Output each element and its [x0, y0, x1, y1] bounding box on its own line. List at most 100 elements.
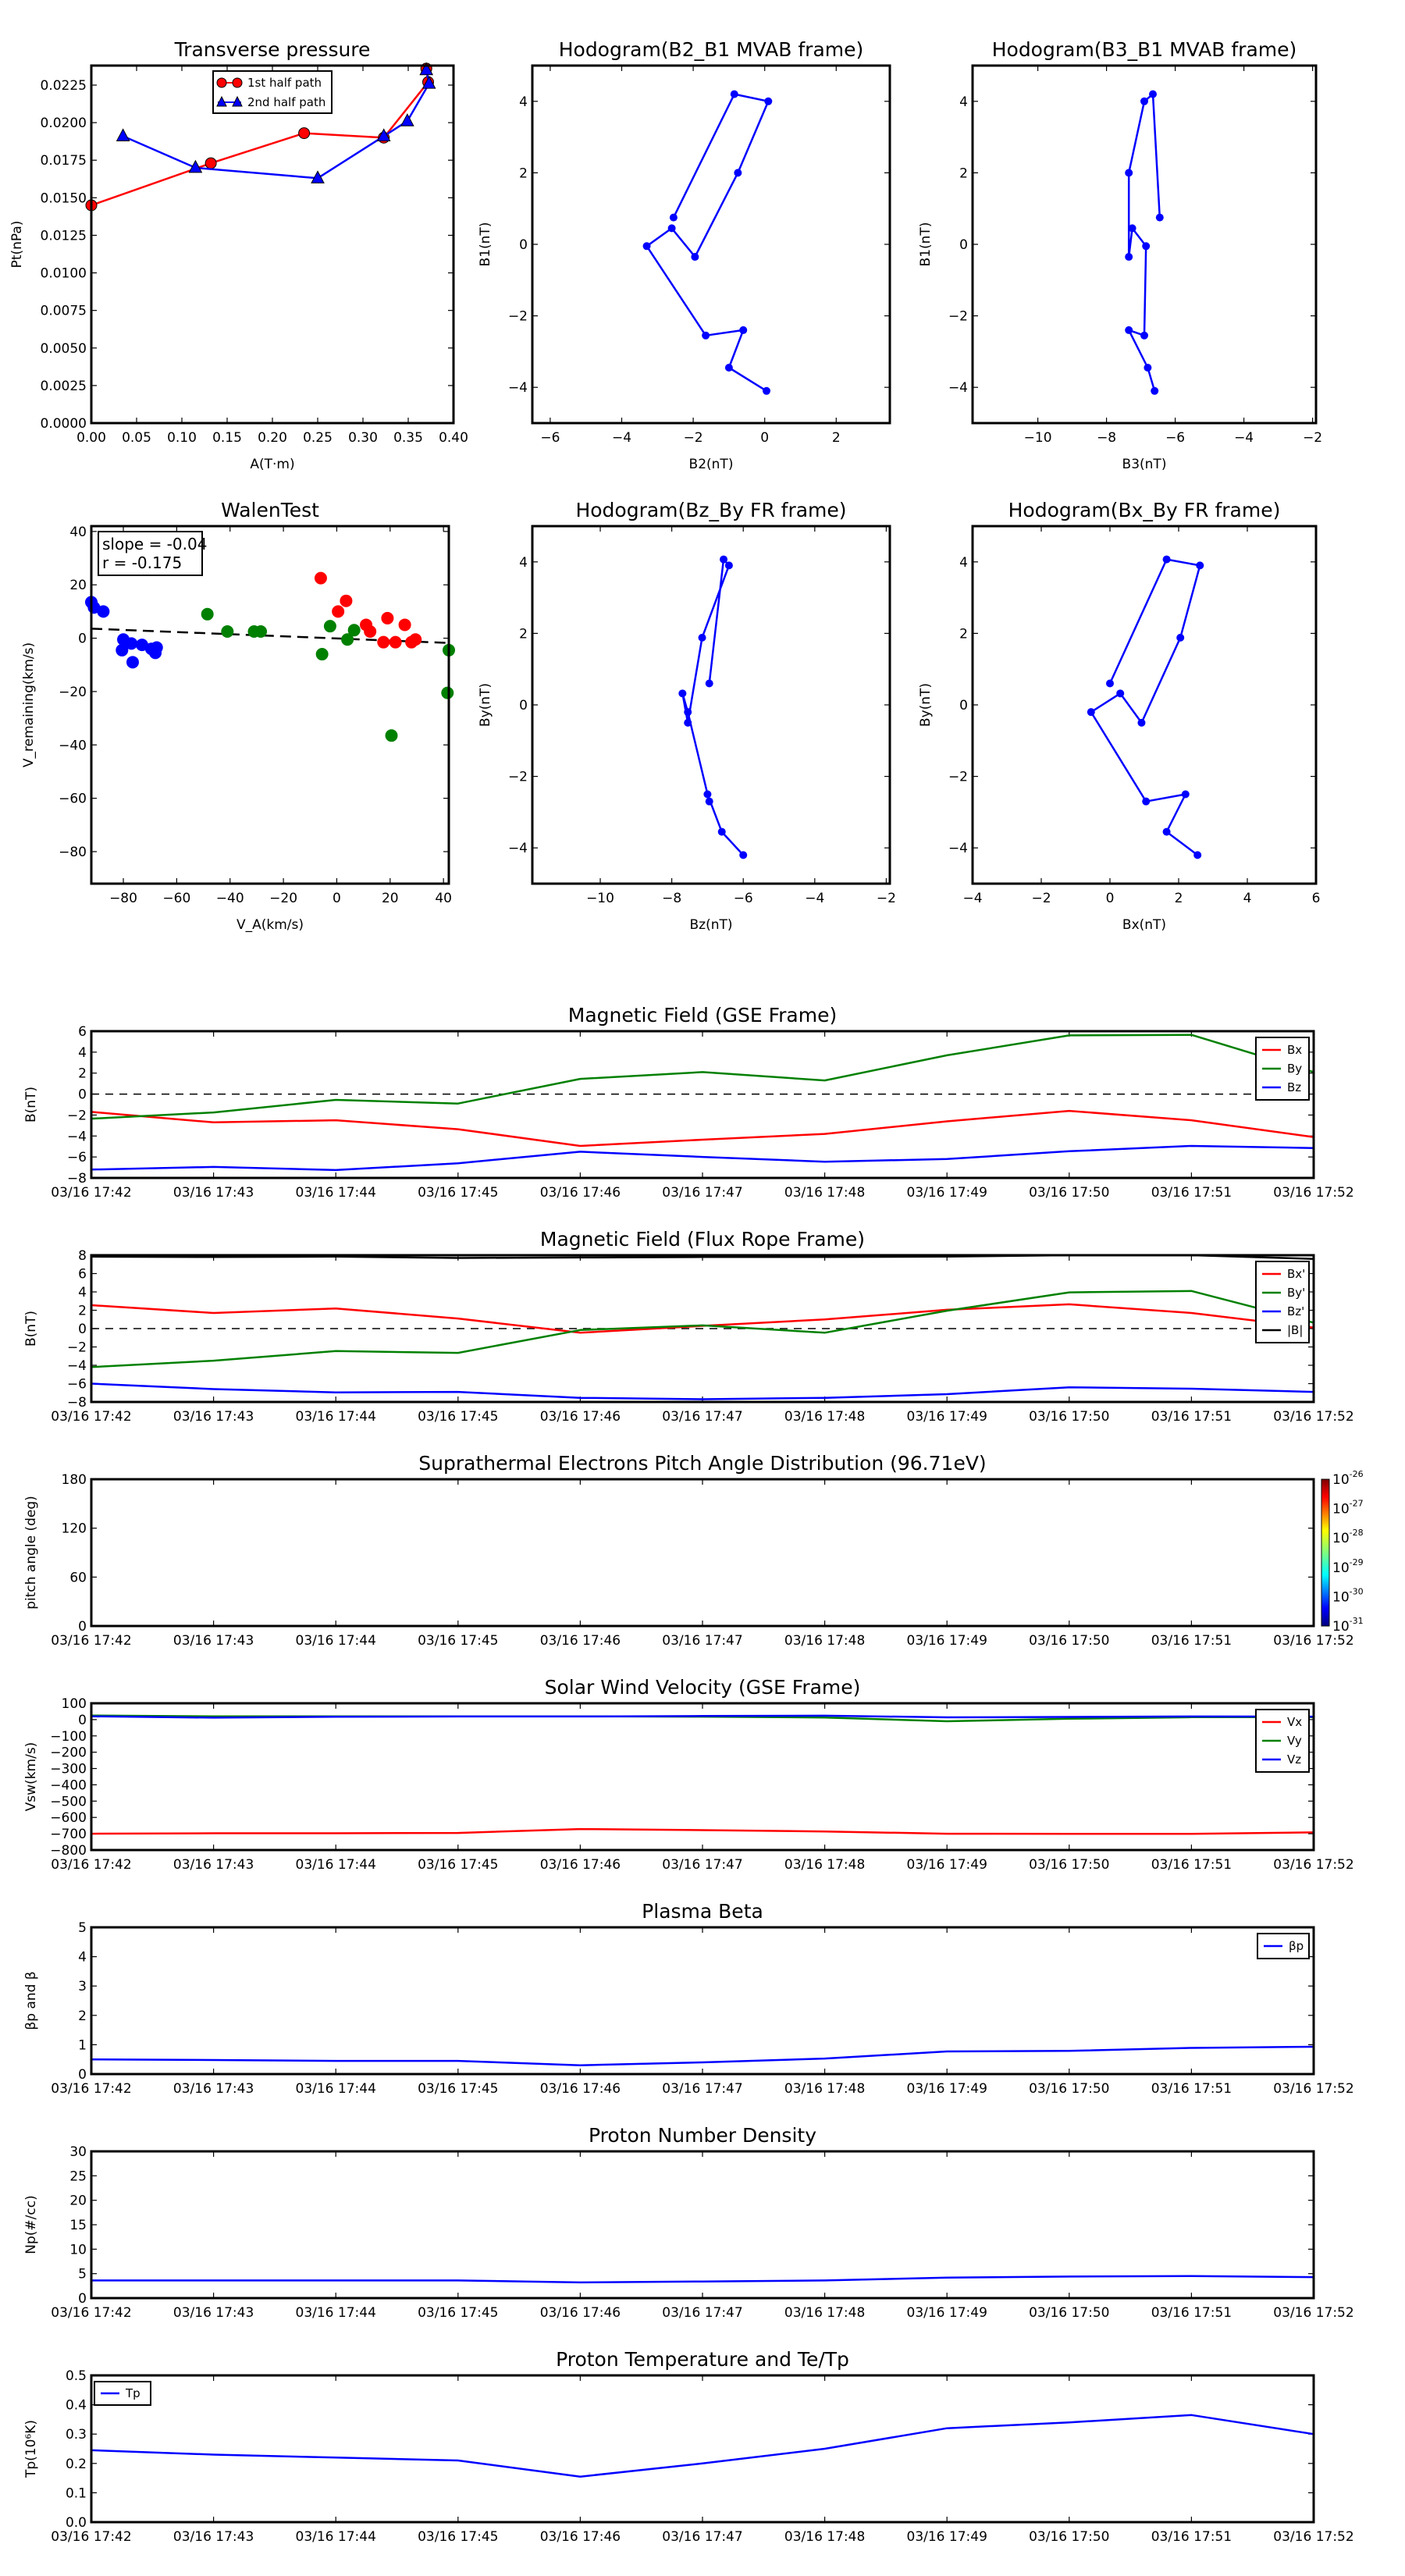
- y-tick-label: 2: [78, 2008, 87, 2024]
- legend-marker: [216, 95, 227, 107]
- y-tick-label: −8: [67, 1395, 87, 1411]
- y-tick-label: −8: [67, 1171, 87, 1187]
- data-point: [311, 170, 325, 183]
- data-point: [347, 624, 361, 637]
- series-blue: [85, 596, 163, 669]
- x-tick-label: 2: [1175, 891, 1183, 906]
- plot-border: [90, 1702, 1315, 1852]
- colorbar-tick-label: 10-26: [1332, 1469, 1364, 1488]
- x-tick-label: 03/16 17:46: [540, 2529, 621, 2545]
- data-point: [1125, 253, 1133, 262]
- data-point: [762, 386, 770, 395]
- hodogram-line: [681, 558, 745, 856]
- legend-label: Bx: [1287, 1043, 1302, 1057]
- x-tick-label: −4: [612, 430, 631, 446]
- x-tick-label: 03/16 17:50: [1029, 1409, 1109, 1425]
- legend: Bx' By' Bz' |B|: [1255, 1261, 1310, 1343]
- data-point: [730, 90, 738, 98]
- colorbar-exponent: -29: [1350, 1557, 1364, 1567]
- y-tick-label: 0.0200: [41, 116, 87, 131]
- x-tick-label: 03/16 17:51: [1151, 1185, 1232, 1201]
- data-point: [1140, 97, 1148, 105]
- plot-border: [971, 64, 1318, 425]
- y-axis-label: By(nT): [478, 683, 493, 727]
- data-point: [298, 127, 311, 140]
- data-point: [1151, 386, 1159, 395]
- y-tick-label: 15: [69, 2218, 87, 2233]
- y-tick-label: −4: [948, 841, 968, 856]
- chart-tp: Proton Temperature and Te/Tp 0.0 0.1 0.2 0.3…: [23, 2348, 1354, 2545]
- data-point: [419, 62, 434, 76]
- x-tick-label: 03/16 17:49: [907, 1857, 987, 1873]
- legend-label: By': [1287, 1286, 1305, 1300]
- y-tick-label: 4: [959, 555, 968, 571]
- data-point: [724, 364, 733, 372]
- x-tick-label: 03/16 17:42: [51, 1185, 131, 1201]
- chart-title: Hodogram(B3_B1 MVAB frame): [992, 38, 1297, 61]
- x-tick-label: 03/16 17:47: [662, 1633, 742, 1649]
- series-By-line: [91, 1034, 1314, 1120]
- series-Bx-line: [91, 1109, 1314, 1147]
- x-tick-label: 03/16 17:45: [418, 1409, 498, 1425]
- data-point: [678, 689, 687, 698]
- legend: Vx Vy Vz: [1255, 1709, 1310, 1773]
- x-axis-label: B3(nT): [1122, 457, 1167, 472]
- x-tick-label: 03/16 17:50: [1029, 2529, 1109, 2545]
- x-tick-label: 0.00: [76, 430, 106, 446]
- y-tick-label: −2: [948, 770, 968, 785]
- y-tick-label: 0.0075: [41, 304, 87, 319]
- x-tick-label: 0.10: [167, 430, 197, 446]
- annotation-border: [98, 531, 203, 576]
- y-tick-label: 4: [959, 94, 968, 110]
- x-tick-label: −60: [162, 891, 190, 906]
- series-Tp-line: [91, 2414, 1314, 2478]
- y-tick-label: −2: [67, 1108, 87, 1123]
- x-tick-label: 03/16 17:51: [1151, 1857, 1232, 1873]
- y-tick-label: 25: [69, 2169, 87, 2184]
- y-tick-label: 0.0125: [41, 228, 87, 244]
- x-tick-label: 03/16 17:52: [1273, 2081, 1353, 2097]
- series-second-half: [116, 62, 436, 183]
- y-tick-label: 5: [78, 1920, 87, 1936]
- plot-border: [971, 525, 1318, 885]
- data-point: [1181, 790, 1190, 799]
- y-tick-label: 4: [78, 1950, 87, 1966]
- y-tick-label: −600: [50, 1810, 87, 1826]
- y-tick-label: 100: [62, 1696, 87, 1712]
- x-tick-label: −4: [1234, 430, 1254, 446]
- colorbar-mantissa: 10: [1332, 1560, 1350, 1576]
- y-tick-label: 2: [78, 1066, 87, 1082]
- hodogram-line: [1090, 558, 1201, 856]
- colorbar-exponent: -26: [1350, 1469, 1364, 1479]
- data-point: [724, 561, 733, 570]
- x-tick-label: 03/16 17:46: [540, 2305, 621, 2321]
- data-point: [116, 643, 129, 656]
- data-point: [201, 607, 214, 621]
- x-tick-label: 03/16 17:43: [173, 1185, 254, 1201]
- series-green: [201, 607, 455, 742]
- x-tick-label: 0: [1106, 891, 1115, 906]
- legend: Tp: [94, 2381, 151, 2406]
- data-point: [642, 242, 651, 251]
- y-tick-label: −2: [508, 309, 528, 325]
- plot-border: [531, 64, 891, 425]
- chart-mag-gse: Magnetic Field (GSE Frame) −8 −6 −4 −2 0 2 4 6 03…: [23, 1004, 1354, 1201]
- data-point: [221, 625, 234, 639]
- colorbar-bar: [1321, 1478, 1330, 1627]
- x-tick-label: 03/16 17:49: [907, 1633, 987, 1649]
- plot-border: [90, 525, 450, 885]
- x-tick-label: 03/16 17:49: [907, 1185, 987, 1201]
- data-point: [409, 633, 422, 646]
- y-axis-label: B1(nT): [918, 222, 934, 267]
- chart-title: Hodogram(B2_B1 MVAB frame): [559, 38, 864, 61]
- x-tick-label: 03/16 17:48: [784, 2529, 865, 2545]
- x-axis-label: V_A(km/s): [237, 917, 304, 933]
- series-Np-line: [91, 2275, 1314, 2284]
- plot-border: [531, 525, 891, 885]
- y-tick-label: 2: [959, 626, 968, 642]
- chart-title: Plasma Beta: [642, 1900, 763, 1923]
- series-red: [314, 571, 422, 649]
- x-tick-label: 03/16 17:44: [296, 2305, 376, 2321]
- x-tick-label: 03/16 17:44: [296, 2081, 376, 2097]
